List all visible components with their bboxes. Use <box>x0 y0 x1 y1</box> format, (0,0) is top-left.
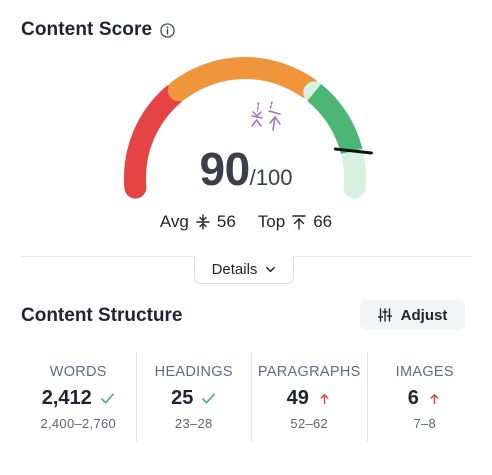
metric-range: 7–8 <box>413 416 437 431</box>
chevron-down-icon <box>266 266 276 273</box>
sliders-icon <box>377 308 392 322</box>
top-value: 66 <box>313 212 333 231</box>
adjust-button[interactable]: Adjust <box>360 300 465 330</box>
metric-value: 25 <box>171 387 194 409</box>
metric-label: IMAGES <box>395 364 454 380</box>
gauge-segment-green <box>307 83 363 155</box>
metric-range: 52–62 <box>290 416 329 431</box>
metric-value: 6 <box>407 387 419 409</box>
arrow-up-icon <box>320 394 329 404</box>
check-icon <box>202 393 216 404</box>
content-structure-title: Content Structure <box>21 305 183 326</box>
info-icon[interactable] <box>160 22 175 38</box>
avg-benchmark: Avg 56 <box>160 212 236 232</box>
benchmarks: Avg 56 Top 66 <box>0 212 492 232</box>
avg-icon <box>196 214 210 230</box>
adjust-label: Adjust <box>400 306 448 324</box>
metric-paragraphs: PARAGRAPHS 49 52–62 <box>252 352 368 442</box>
top-marker-icon <box>268 101 281 131</box>
top-benchmark: Top 66 <box>258 212 332 232</box>
content-score-header: Content Score <box>21 19 175 41</box>
metric-images: IMAGES 6 7–8 <box>368 352 483 442</box>
metric-words: WORDS 2,412 2,400–2,760 <box>21 352 137 442</box>
avg-marker-icon <box>251 102 263 127</box>
content-structure-metrics: WORDS 2,412 2,400–2,760 HEADINGS 25 23–2… <box>21 352 482 442</box>
details-button[interactable]: Details <box>194 256 294 284</box>
top-label: Top <box>257 212 286 231</box>
gauge-segment-red <box>123 84 184 199</box>
avg-label: Avg <box>159 212 189 231</box>
avg-value: 56 <box>216 212 236 231</box>
score-needle <box>333 147 373 155</box>
top-icon <box>292 215 306 230</box>
details-label: Details <box>211 261 258 278</box>
check-icon <box>100 393 114 404</box>
score-display: 90/100 <box>0 142 492 196</box>
metric-label: WORDS <box>49 364 107 380</box>
metric-label: HEADINGS <box>154 364 233 380</box>
arrow-up-icon <box>430 394 439 404</box>
content-score-title: Content Score <box>21 19 153 40</box>
score-gauge <box>123 57 373 199</box>
metric-value: 49 <box>286 387 309 409</box>
metric-headings: HEADINGS 25 23–28 <box>137 352 252 442</box>
metric-label: PARAGRAPHS <box>257 364 361 380</box>
score-value: 90 <box>199 143 251 195</box>
score-max: /100 <box>249 165 293 190</box>
gauge-segment-orange <box>167 57 320 102</box>
metric-value: 2,412 <box>41 387 92 409</box>
metric-range: 2,400–2,760 <box>40 416 117 431</box>
metric-range: 23–28 <box>174 416 213 431</box>
